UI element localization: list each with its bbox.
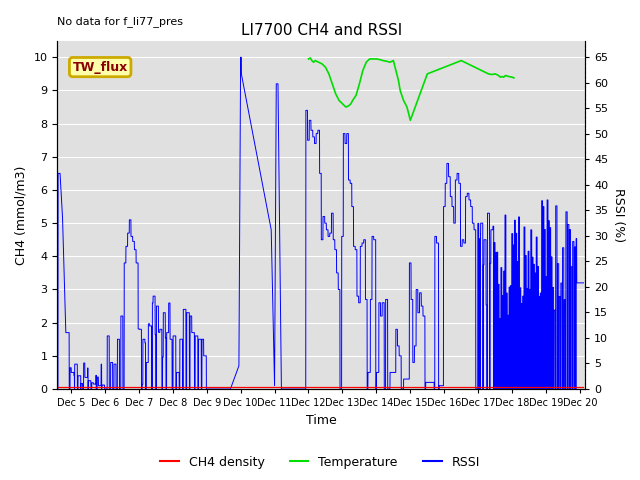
X-axis label: Time: Time	[306, 414, 337, 427]
Legend: CH4 density, Temperature, RSSI: CH4 density, Temperature, RSSI	[155, 451, 485, 474]
Text: No data for f_li77_pres: No data for f_li77_pres	[57, 16, 183, 27]
Title: LI7700 CH4 and RSSI: LI7700 CH4 and RSSI	[241, 23, 402, 38]
Text: TW_flux: TW_flux	[72, 60, 128, 73]
Y-axis label: RSSI (%): RSSI (%)	[612, 188, 625, 242]
Y-axis label: CH4 (mmol/m3): CH4 (mmol/m3)	[15, 165, 28, 264]
